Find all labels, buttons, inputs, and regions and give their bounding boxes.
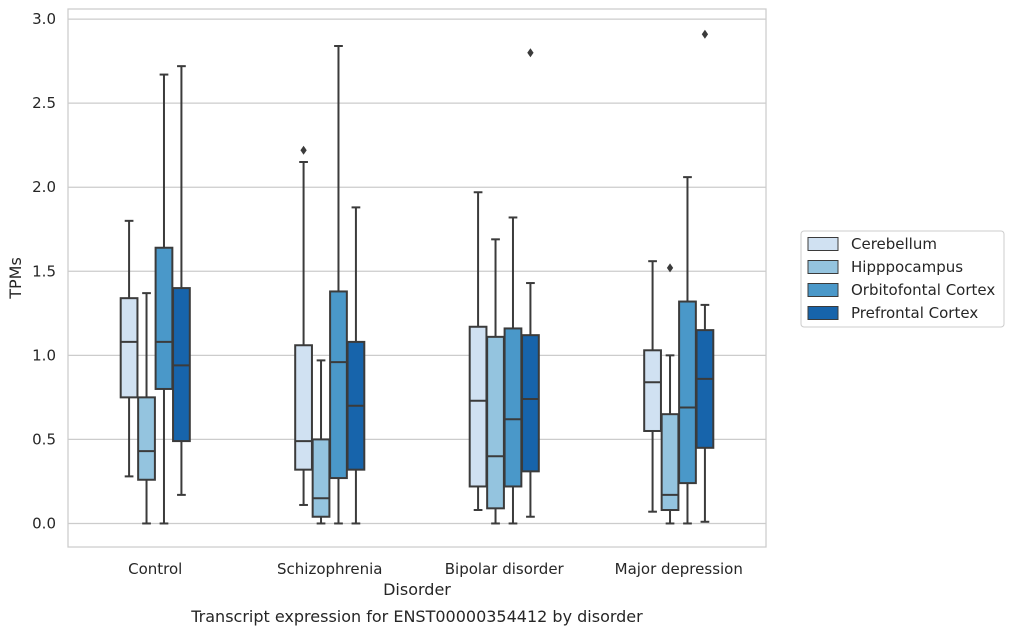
box-iqr: [503, 327, 523, 488]
y-tick-label: 1.5: [32, 262, 56, 280]
y-tick-label: 1.0: [32, 346, 56, 364]
legend-label: Orbitofontal Cortex: [851, 281, 995, 299]
legend-swatch: [807, 260, 839, 274]
legend-swatch: [807, 283, 839, 297]
box-3-0: [172, 65, 191, 496]
box-2-2: [503, 216, 523, 525]
box-1-3: [660, 263, 680, 525]
box-0-3: [643, 260, 662, 513]
y-tick-label: 0.0: [32, 514, 56, 532]
legend-label: Prefrontal Cortex: [851, 304, 978, 322]
box-1-0: [137, 292, 156, 525]
box-3-1: [346, 206, 366, 525]
box-iqr: [294, 344, 313, 471]
box-iqr: [137, 396, 156, 481]
y-axis-title: TPMs: [6, 257, 25, 300]
box-3-2: [521, 48, 540, 518]
box-0-0: [119, 219, 139, 478]
outlier-marker: [300, 145, 307, 155]
box-iqr: [695, 329, 715, 449]
legend: Cerebellum Hipppocampus Orbitofontal Corte…: [800, 230, 1005, 328]
box-3-3: [695, 29, 715, 523]
box-iqr: [154, 246, 174, 390]
legend-label: Hipppocampus: [851, 258, 963, 276]
x-axis-title: Disorder: [383, 580, 451, 599]
box-iqr: [468, 325, 488, 488]
y-tick-label: 2.5: [32, 94, 56, 112]
box-iqr: [329, 290, 348, 480]
x-tick-label: Schizophrenia: [277, 560, 382, 578]
y-tick-label: 0.5: [32, 430, 56, 448]
legend-swatch: [807, 306, 839, 320]
legend-label: Cerebellum: [851, 235, 937, 253]
x-tick-label: Major depression: [615, 560, 743, 578]
outlier-marker: [701, 29, 709, 39]
outlier-marker: [527, 48, 534, 58]
box-iqr: [119, 297, 139, 399]
chart-caption: Transcript expression for ENST0000035441…: [190, 607, 643, 626]
box-2-0: [154, 73, 174, 525]
x-tick-labels: Control Schizophrenia Bipolar disorder Majo…: [128, 560, 743, 578]
box-iqr: [311, 438, 331, 518]
box-iqr: [521, 334, 540, 473]
box-iqr: [643, 349, 662, 432]
box-2-3: [678, 176, 697, 525]
legend-swatch: [807, 237, 839, 251]
box-groups: [119, 29, 715, 525]
box-0-2: [468, 191, 488, 512]
box-iqr: [486, 335, 505, 510]
y-tick-label: 3.0: [32, 10, 56, 28]
y-tick-label: 2.0: [32, 178, 56, 196]
x-tick-label: Bipolar disorder: [445, 560, 565, 578]
plot-frame: [67, 8, 767, 548]
legend-frame: [800, 230, 1005, 328]
box-2-1: [329, 44, 348, 525]
box-1-2: [486, 238, 505, 525]
box-iqr: [678, 300, 697, 485]
outlier-marker: [666, 263, 674, 273]
x-tick-label: Control: [128, 560, 182, 578]
box-1-1: [311, 359, 331, 525]
box-0-1: [294, 145, 313, 506]
y-tick-labels: 0.0 0.5 1.0 1.5 2.0 2.5 3.0: [32, 10, 56, 532]
